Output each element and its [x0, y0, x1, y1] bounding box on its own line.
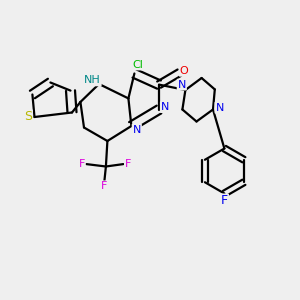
Text: N: N: [215, 103, 224, 113]
Text: N: N: [133, 124, 141, 135]
Text: F: F: [125, 159, 131, 169]
Text: F: F: [101, 181, 108, 191]
Text: NH: NH: [84, 75, 101, 85]
Text: S: S: [24, 110, 32, 124]
Text: N: N: [161, 102, 169, 112]
Text: F: F: [78, 159, 85, 169]
Text: O: O: [180, 66, 189, 76]
Text: F: F: [221, 194, 228, 208]
Text: N: N: [178, 80, 186, 90]
Text: Cl: Cl: [132, 59, 143, 70]
